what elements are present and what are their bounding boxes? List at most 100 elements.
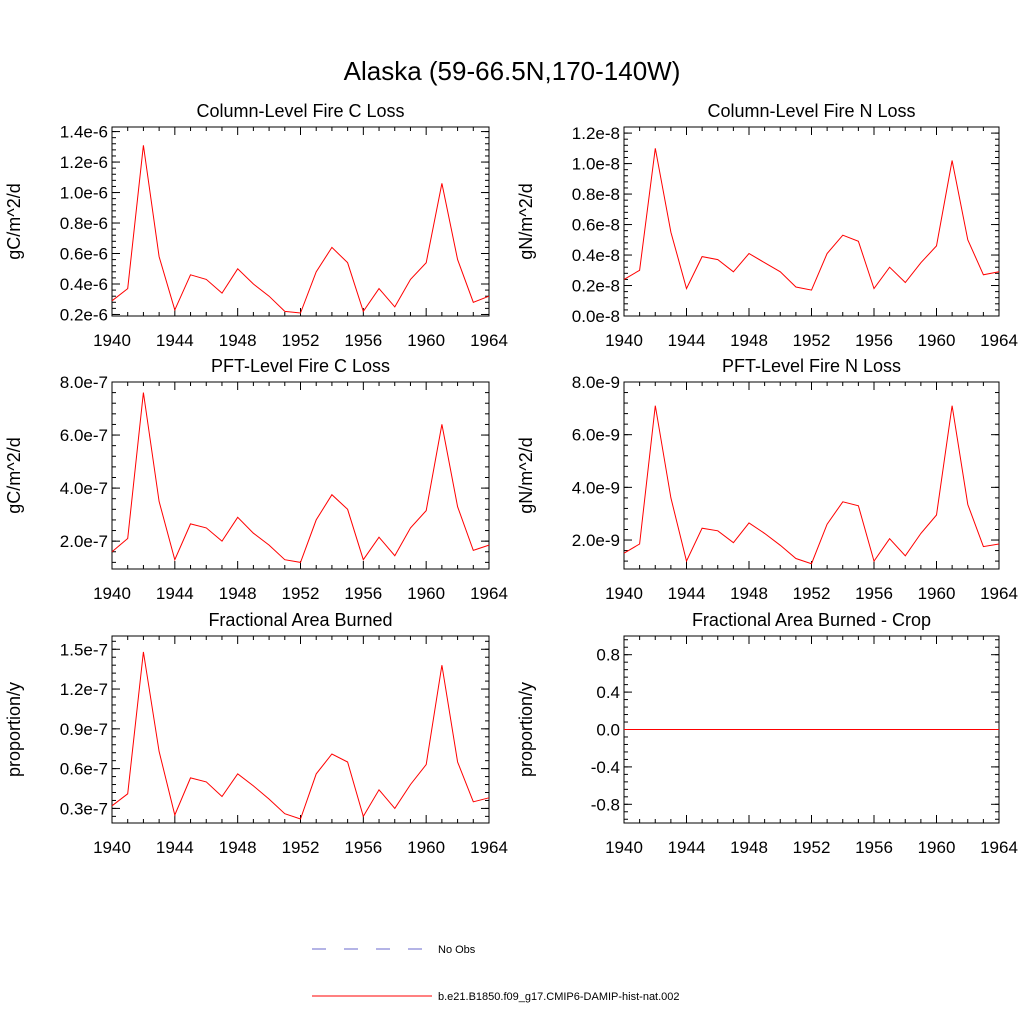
y-tick-label: 4.0e-9 <box>572 478 620 497</box>
y-tick-label: 6.0e-9 <box>572 426 620 445</box>
legend: No Obs b.e21.B1850.f09_g17.CMIP6-DAMIP-hi… <box>312 944 680 1003</box>
x-tick-label: 1964 <box>980 331 1018 350</box>
y-tick-label: 1.4e-6 <box>60 123 108 142</box>
legend-label: No Obs <box>438 944 476 956</box>
x-tick-label: 1960 <box>407 838 445 857</box>
series-line <box>111 392 490 563</box>
chart-panel-4: PFT-Level Fire N Loss gN/m^2/d 1940 1944 194… <box>516 356 1018 603</box>
y-tick-label: 6.0e-7 <box>60 426 108 445</box>
series-line <box>623 148 1000 291</box>
legend-label: b.e21.B1850.f09_g17.CMIP6-DAMIP-hist-nat… <box>438 991 680 1003</box>
y-tick-label: 1.2e-8 <box>572 124 620 143</box>
x-tick-label: 1952 <box>282 331 320 350</box>
panel-title: Fractional Area Burned - Crop <box>692 610 931 630</box>
x-tick-label: 1948 <box>730 584 768 603</box>
x-tick-label: 1952 <box>793 584 831 603</box>
y-tick-label: 4.0e-7 <box>60 479 108 498</box>
y-tick-label: 0.2e-6 <box>60 305 108 324</box>
x-tick-label: 1944 <box>156 584 194 603</box>
x-tick-label: 1964 <box>980 838 1018 857</box>
plot-frame <box>111 635 490 824</box>
x-tick-label: 1948 <box>730 331 768 350</box>
y-axis-label: gC/m^2/d <box>4 437 24 513</box>
y-tick-label: -0.8 <box>591 795 620 814</box>
series-line <box>623 405 1000 565</box>
x-tick-label: 1960 <box>918 331 956 350</box>
y-tick-label: 1.2e-7 <box>60 680 108 699</box>
legend-item-2: b.e21.B1850.f09_g17.CMIP6-DAMIP-hist-nat… <box>312 991 680 1003</box>
x-tick-label: 1956 <box>344 584 382 603</box>
chart-panel-2: Column-Level Fire N Loss gN/m^2/d 1940 1944… <box>516 101 1018 350</box>
panel-grid: Column-Level Fire C Loss gC/m^2/d 1940 1944… <box>4 101 1018 857</box>
y-tick-label: 0.4e-8 <box>572 246 620 265</box>
y-axis-label: gN/m^2/d <box>516 437 536 513</box>
y-tick-label: 0.6e-7 <box>60 760 108 779</box>
x-tick-label: 1948 <box>219 331 257 350</box>
x-tick-label: 1948 <box>730 838 768 857</box>
x-tick-label: 1964 <box>470 584 508 603</box>
y-tick-label: 0.2e-8 <box>572 277 620 296</box>
x-tick-label: 1940 <box>605 584 643 603</box>
x-tick-label: 1960 <box>918 584 956 603</box>
y-tick-label: 1.0e-6 <box>60 184 108 203</box>
x-tick-label: 1952 <box>282 584 320 603</box>
y-tick-label: 0.6e-8 <box>572 216 620 235</box>
plot-frame <box>623 381 1000 570</box>
series-line <box>111 651 490 820</box>
y-axis-label: gC/m^2/d <box>4 183 24 259</box>
x-tick-label: 1940 <box>93 838 131 857</box>
x-tick-label: 1960 <box>407 331 445 350</box>
y-tick-label: 1.5e-7 <box>60 640 108 659</box>
y-tick-label: 8.0e-9 <box>572 373 620 392</box>
x-tick-label: 1960 <box>918 838 956 857</box>
x-tick-label: 1944 <box>156 331 194 350</box>
legend-item-1: No Obs <box>312 944 476 956</box>
x-tick-label: 1944 <box>668 331 706 350</box>
y-tick-label: 0.8 <box>596 646 620 665</box>
chart-panel-3: PFT-Level Fire C Loss gC/m^2/d 1940 1944 194… <box>4 356 508 603</box>
panel-title: Column-Level Fire C Loss <box>196 101 404 121</box>
y-tick-label: 0.8e-8 <box>572 185 620 204</box>
y-tick-label: 1.0e-8 <box>572 155 620 174</box>
panel-title: Column-Level Fire N Loss <box>707 101 915 121</box>
y-tick-label: 0.6e-6 <box>60 245 108 264</box>
chart-panel-6: Fractional Area Burned - Crop proportion/… <box>516 610 1018 857</box>
x-tick-label: 1956 <box>855 331 893 350</box>
x-tick-label: 1952 <box>793 331 831 350</box>
y-tick-label: 0.8e-6 <box>60 214 108 233</box>
panel-title: Fractional Area Burned <box>208 610 392 630</box>
x-tick-label: 1948 <box>219 584 257 603</box>
x-tick-label: 1944 <box>668 838 706 857</box>
x-tick-label: 1940 <box>93 584 131 603</box>
x-tick-label: 1964 <box>470 331 508 350</box>
x-tick-label: 1952 <box>793 838 831 857</box>
chart-panel-5: Fractional Area Burned proportion/y 1940 19… <box>4 610 508 857</box>
x-tick-label: 1964 <box>470 838 508 857</box>
x-tick-label: 1956 <box>855 838 893 857</box>
y-tick-label: 0.4e-6 <box>60 275 108 294</box>
x-tick-label: 1956 <box>344 838 382 857</box>
y-tick-label: 0.9e-7 <box>60 720 108 739</box>
x-tick-label: 1944 <box>156 838 194 857</box>
y-tick-label: 0.0 <box>596 721 620 740</box>
x-tick-label: 1940 <box>605 331 643 350</box>
panel-title: PFT-Level Fire N Loss <box>722 356 901 376</box>
x-tick-label: 1956 <box>344 331 382 350</box>
x-tick-label: 1944 <box>668 584 706 603</box>
chart-panel-1: Column-Level Fire C Loss gC/m^2/d 1940 1944… <box>4 101 508 350</box>
y-axis-label: proportion/y <box>4 682 24 777</box>
x-tick-label: 1964 <box>980 584 1018 603</box>
plot-frame <box>623 126 1000 317</box>
y-tick-label: 0.0e-8 <box>572 307 620 326</box>
x-tick-label: 1940 <box>605 838 643 857</box>
series-line <box>111 145 490 314</box>
y-tick-label: 2.0e-7 <box>60 532 108 551</box>
x-tick-label: 1940 <box>93 331 131 350</box>
y-tick-label: -0.4 <box>591 758 620 777</box>
panel-title: PFT-Level Fire C Loss <box>211 356 390 376</box>
x-tick-label: 1960 <box>407 584 445 603</box>
x-tick-label: 1948 <box>219 838 257 857</box>
y-tick-label: 8.0e-7 <box>60 373 108 392</box>
y-axis-label: proportion/y <box>516 682 536 777</box>
